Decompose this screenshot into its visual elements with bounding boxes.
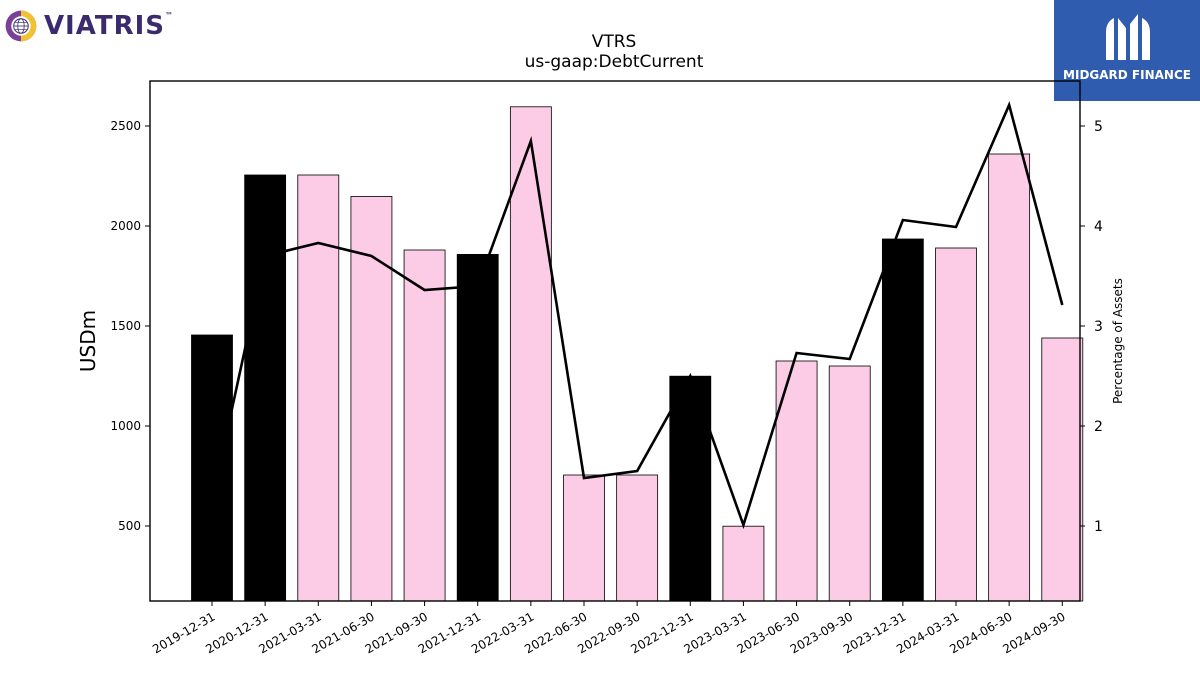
bar (669, 375, 712, 602)
chart-title: VTRS (591, 32, 637, 52)
chart-subtitle: us-gaap:DebtCurrent (524, 52, 704, 72)
y-axis-label: USDm (76, 310, 100, 372)
bar (509, 106, 552, 602)
y2-tick-label: 4 (1094, 219, 1103, 235)
y-tick-label: 2500 (110, 119, 141, 133)
y2-axis-label: Percentage of Assets (1111, 278, 1125, 404)
bar (881, 238, 924, 602)
bar (935, 247, 977, 602)
bar (988, 153, 1031, 602)
bar (403, 249, 446, 602)
y-tick-label: 500 (118, 519, 141, 533)
bar (456, 253, 499, 602)
bar (191, 334, 233, 602)
bar (297, 174, 340, 602)
viatris-logo: VIATRIS™ (4, 4, 174, 48)
bar (244, 174, 287, 602)
plot-frame (149, 80, 1081, 602)
viatris-logo-text: VIATRIS™ (43, 11, 174, 41)
y-tick-label: 2000 (110, 219, 141, 233)
bar (563, 474, 605, 602)
y2-tick-label: 2 (1094, 419, 1103, 435)
midgard-finance-logo-text: MIDGARD FINANCE (1063, 68, 1191, 82)
viatris-globe-icon (5, 10, 37, 42)
bar (616, 474, 659, 602)
pct-assets-line (210, 101, 1064, 530)
bar (722, 525, 765, 602)
bar (828, 365, 871, 602)
y2-tick-label: 5 (1094, 119, 1103, 135)
bar (1041, 337, 1084, 602)
midgard-mark-icon (1106, 14, 1150, 60)
y-tick-label: 1000 (110, 419, 141, 433)
y2-tick-label: 3 (1094, 319, 1103, 335)
midgard-finance-logo: MIDGARD FINANCE (1054, 0, 1200, 101)
y2-tick-label: 1 (1094, 519, 1103, 535)
y-tick-label: 1500 (110, 319, 141, 333)
